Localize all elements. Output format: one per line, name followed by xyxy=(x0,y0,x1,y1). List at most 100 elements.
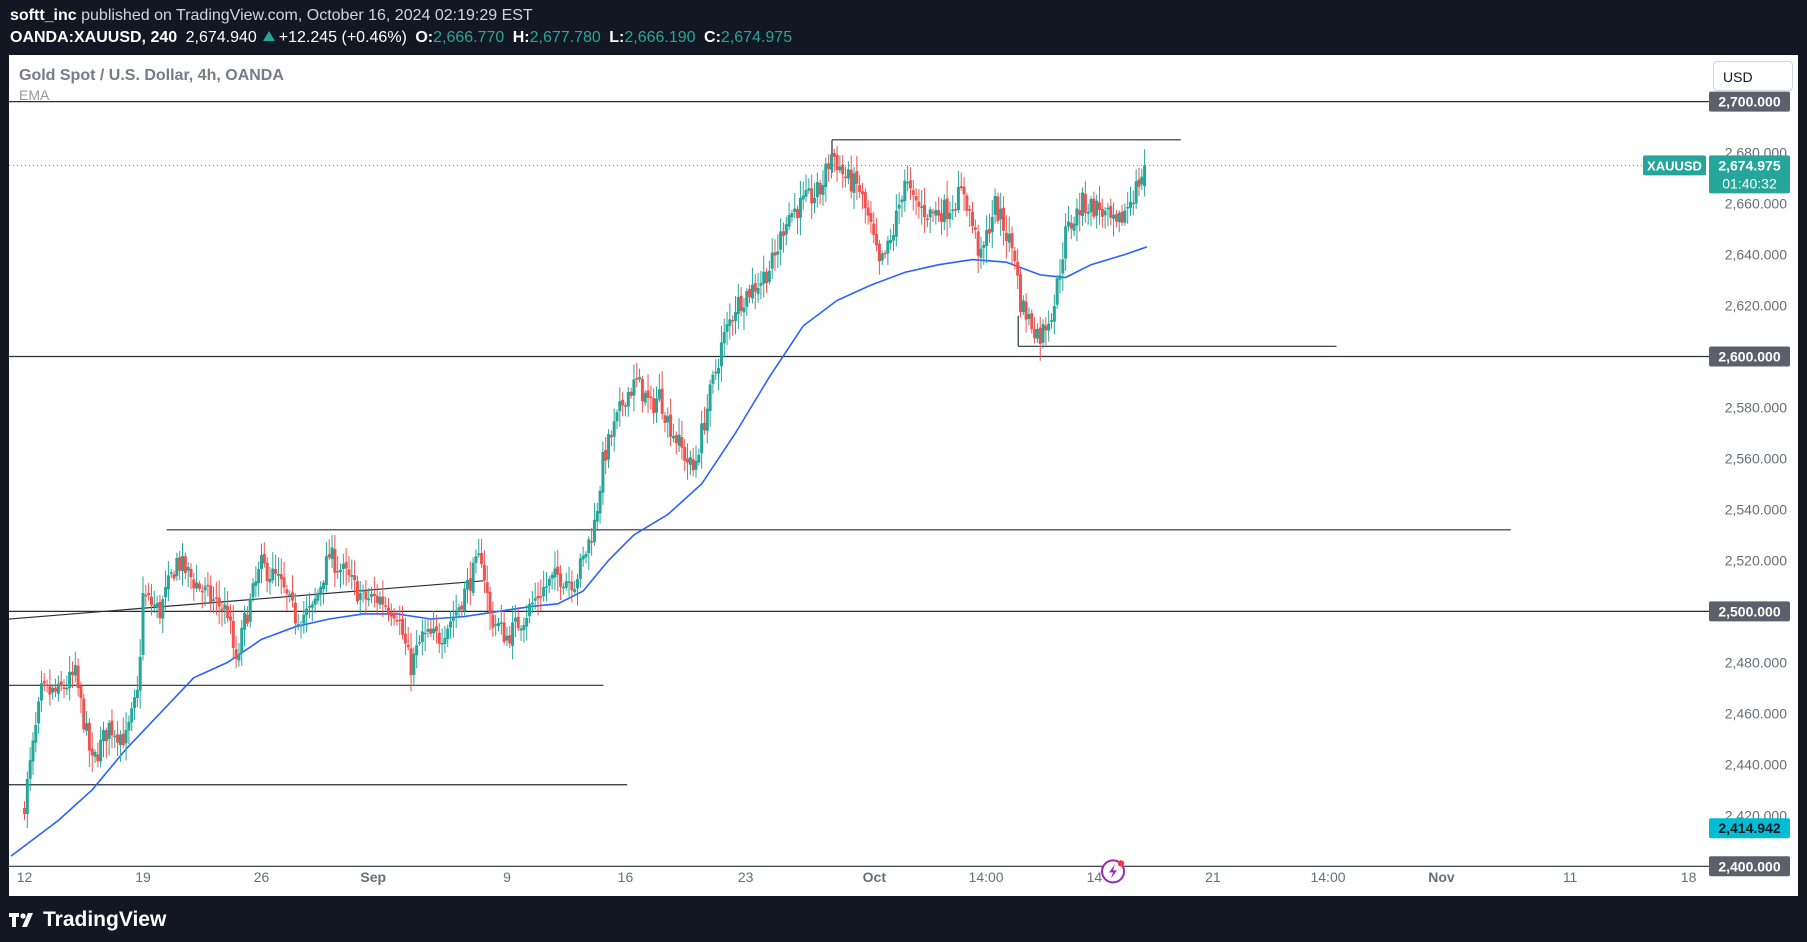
candle-up xyxy=(770,238,774,280)
candle-down xyxy=(403,617,407,656)
candle-up xyxy=(73,651,77,682)
candle-up xyxy=(1027,307,1031,326)
candle-body xyxy=(45,684,49,686)
candle-body xyxy=(133,697,137,708)
candle-down xyxy=(1109,198,1113,226)
candle-up xyxy=(223,587,227,624)
candle-down xyxy=(835,146,839,182)
candle-up xyxy=(598,485,602,524)
candle-up xyxy=(423,619,427,652)
candle-body xyxy=(296,623,300,626)
candle-body xyxy=(434,626,438,632)
candle-up xyxy=(288,590,292,603)
candle-down xyxy=(810,174,814,220)
currency-button[interactable]: USD xyxy=(1713,61,1793,91)
candle-body xyxy=(982,244,986,249)
candle-up xyxy=(25,771,29,828)
candle-up xyxy=(728,303,732,340)
candle-body xyxy=(739,295,743,311)
candle-up xyxy=(592,502,596,546)
candle-body xyxy=(796,208,800,219)
author-name[interactable]: softt_inc xyxy=(10,7,77,24)
candle-body xyxy=(598,490,602,514)
candle-body xyxy=(745,291,749,307)
x-tick-label: 12 xyxy=(17,869,33,885)
candle-up xyxy=(130,702,134,732)
candle-body xyxy=(601,451,605,493)
x-tick-label: 23 xyxy=(738,869,754,885)
candle-body xyxy=(1058,275,1062,280)
candle-body xyxy=(914,196,918,201)
candle-up xyxy=(51,684,55,700)
candle-body xyxy=(319,586,323,594)
candle-down xyxy=(491,601,495,637)
y-tick-label: 2,520.000 xyxy=(1725,552,1787,568)
candle-down xyxy=(1083,181,1087,223)
candle-up xyxy=(169,569,173,578)
candle-body xyxy=(829,154,833,170)
candle-body xyxy=(793,208,797,212)
candle-up xyxy=(305,596,309,633)
ema-legend[interactable]: EMA xyxy=(19,87,50,103)
price-badge: 2,414.942 xyxy=(1709,818,1790,839)
candle-up xyxy=(449,611,453,639)
symbol-label: OANDA:XAUUSD, 240 xyxy=(10,29,178,46)
candle-up xyxy=(1075,198,1079,242)
candle-body xyxy=(293,602,297,624)
candle-up xyxy=(161,595,165,633)
chart-legend-title[interactable]: Gold Spot / U.S. Dollar, 4h, OANDA xyxy=(19,67,284,84)
candle-body xyxy=(553,568,557,578)
candle-body xyxy=(547,578,551,586)
candle-body xyxy=(96,754,100,762)
candle-up xyxy=(719,325,723,382)
candle-body xyxy=(900,199,904,203)
candle-down xyxy=(866,200,870,225)
candle-down xyxy=(660,371,664,420)
candle-body xyxy=(516,616,520,629)
candle-down xyxy=(409,632,413,692)
candle-body xyxy=(519,628,523,631)
badge-label: 2,400.000 xyxy=(1718,858,1780,874)
candle-up xyxy=(880,250,884,266)
candle-down xyxy=(265,556,269,593)
candle-down xyxy=(293,593,297,635)
candle-up xyxy=(350,559,354,590)
candle-body xyxy=(708,384,712,411)
candle-body xyxy=(378,597,382,605)
tradingview-brand[interactable]: TradingView xyxy=(9,908,166,932)
candle-body xyxy=(897,204,901,209)
candle-down xyxy=(623,402,627,417)
candle-body xyxy=(401,618,405,635)
candle-down xyxy=(640,375,644,413)
candle-body xyxy=(691,459,695,471)
candle-down xyxy=(753,274,757,310)
candle-up xyxy=(700,410,704,469)
candle-up xyxy=(212,586,216,614)
candle-body xyxy=(234,649,238,659)
candle-body xyxy=(175,558,179,577)
candle-body xyxy=(883,252,887,255)
candle-body xyxy=(911,190,915,195)
candle-up xyxy=(1131,190,1135,216)
candle-body xyxy=(70,671,74,676)
candle-down xyxy=(827,154,831,182)
candle-up xyxy=(688,450,692,476)
candle-body xyxy=(192,579,196,589)
candle-up xyxy=(1047,310,1051,342)
candle-body xyxy=(869,213,873,222)
candle-down xyxy=(680,420,684,460)
candle-body xyxy=(567,581,571,583)
candle-up xyxy=(203,577,207,606)
candle-body xyxy=(776,251,780,255)
candle-body xyxy=(1041,324,1045,343)
candle-body xyxy=(1114,214,1118,222)
candle-body xyxy=(655,398,659,413)
candle-up xyxy=(164,570,168,611)
candle-up xyxy=(801,181,805,210)
candle-body xyxy=(341,563,345,569)
candle-body xyxy=(62,687,66,690)
candle-body xyxy=(127,721,131,731)
candle-down xyxy=(96,742,100,768)
candle-up xyxy=(584,551,588,564)
